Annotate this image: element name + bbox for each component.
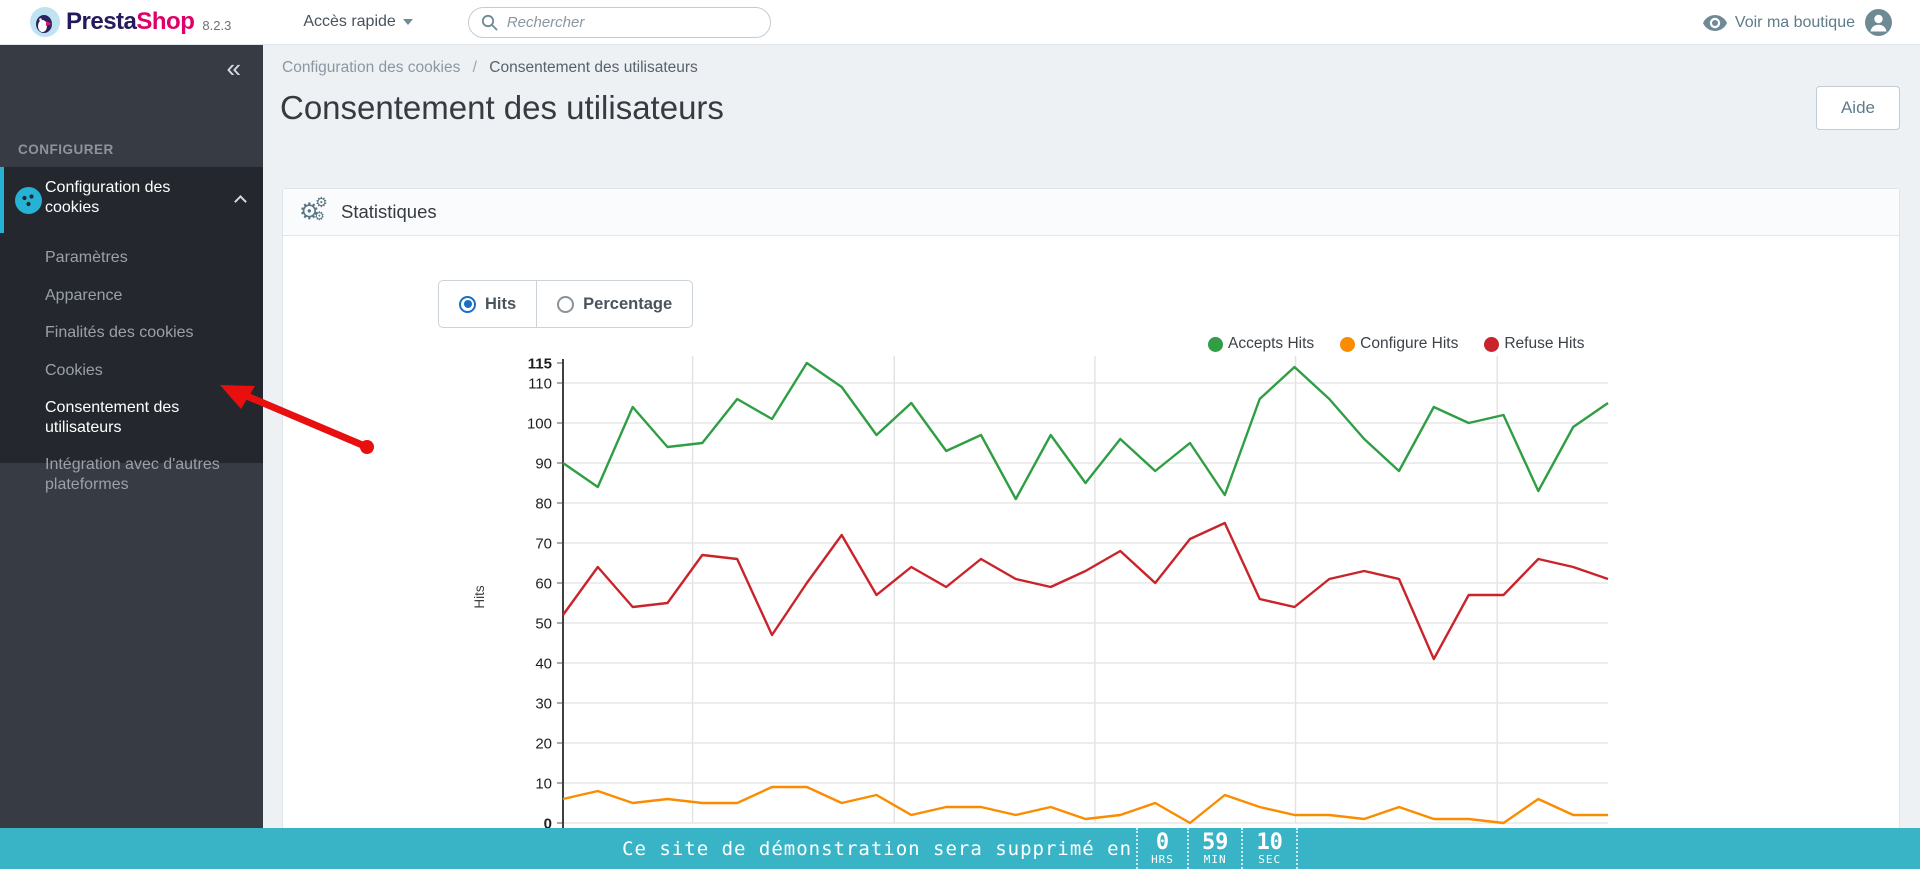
sidebar-item-finalites-des-cookies[interactable]: Finalités des cookies	[45, 324, 194, 342]
main-content: Configuration des cookies / Consentement…	[263, 45, 1920, 869]
svg-text:50: 50	[535, 616, 552, 633]
sidebar-menu-configuration-cookies: Configuration des cookies Paramètres App…	[0, 167, 263, 493]
radio-selected-icon	[459, 295, 476, 313]
sidebar-item-parametres[interactable]: Paramètres	[45, 249, 128, 266]
svg-text:80: 80	[535, 496, 552, 513]
legend-label: Refuse Hits	[1504, 335, 1585, 352]
sidebar-item-configuration-des-cookies[interactable]: Configuration des cookies	[0, 167, 263, 233]
sidebar: « CONFIGURER Configuration des cookies P…	[0, 45, 263, 869]
svg-text:Hits: Hits	[472, 585, 487, 608]
sidebar-item-label: Configuration des cookies	[45, 179, 171, 216]
legend-dot-icon	[1484, 336, 1500, 352]
legend-dot-icon	[1340, 336, 1356, 352]
countdown-hours-value: 0	[1155, 830, 1170, 855]
sidebar-item-apparence[interactable]: Apparence	[45, 286, 123, 304]
view-shop-label: Voir ma boutique	[1734, 13, 1855, 31]
breadcrumb-parent[interactable]: Configuration des cookies	[282, 59, 461, 76]
svg-text:60: 60	[535, 576, 552, 593]
svg-text:110: 110	[528, 376, 552, 393]
metric-toggle-group: Hits Percentage	[438, 280, 694, 328]
legend-item[interactable]: Refuse Hits	[1484, 335, 1584, 353]
eye-icon	[1702, 14, 1727, 31]
brand-text: PrestaShop	[66, 8, 195, 35]
svg-text:90: 90	[535, 456, 552, 473]
panel-title: Statistiques	[341, 201, 437, 222]
radio-hits[interactable]: Hits	[439, 281, 536, 327]
countdown-seconds-value: 10	[1256, 830, 1283, 855]
search-bar[interactable]	[467, 6, 771, 38]
svg-text:40: 40	[535, 656, 552, 673]
legend-label: Accepts Hits	[1228, 335, 1315, 352]
countdown-minutes-unit: MIN	[1203, 853, 1227, 866]
breadcrumb-separator: /	[472, 59, 477, 76]
legend-item[interactable]: Accepts Hits	[1208, 335, 1314, 353]
svg-text:70: 70	[535, 536, 552, 553]
banner-message: Ce site de démonstration sera supprimé e…	[622, 837, 1133, 860]
prestashop-logo[interactable]: PrestaShop 8.2.3	[30, 7, 231, 37]
radio-hits-label: Hits	[485, 294, 517, 313]
topbar: PrestaShop 8.2.3 Accès rapide Voir ma bo…	[0, 0, 1920, 45]
sidebar-item-consentement-des-utilisateurs[interactable]: Consentement des utilisateurs	[45, 399, 180, 436]
sidebar-item-integration-avec-dautres-plateformes[interactable]: Intégration avec d'autres plateformes	[45, 456, 220, 493]
view-shop-link[interactable]: Voir ma boutique	[1702, 13, 1855, 32]
breadcrumb: Configuration des cookies / Consentement…	[282, 59, 698, 77]
svg-text:20: 20	[535, 736, 552, 753]
countdown-minutes-value: 59	[1201, 830, 1229, 855]
countdown-hours: 0 HRS	[1136, 828, 1187, 869]
demo-countdown-banner: Ce site de démonstration sera supprimé e…	[0, 828, 1920, 869]
legend-item[interactable]: Configure Hits	[1340, 335, 1458, 353]
page-title: Consentement des utilisateurs	[280, 89, 724, 126]
svg-text:100: 100	[527, 416, 552, 433]
radio-unselected-icon	[557, 295, 575, 313]
prestashop-logo-icon	[30, 7, 60, 37]
svg-text:10: 10	[535, 776, 552, 793]
search-icon	[481, 14, 498, 30]
legend-dot-icon	[1208, 336, 1223, 352]
chevron-up-icon	[234, 195, 247, 208]
help-button[interactable]: Aide	[1815, 86, 1900, 130]
user-avatar-icon[interactable]	[1865, 9, 1892, 36]
svg-text:30: 30	[535, 696, 552, 713]
hits-line-chart: 115 110 100 90 80 70 60 50 40 30 20 10 0 Hits	[470, 352, 1630, 869]
svg-text:0: 0	[544, 816, 552, 833]
countdown-seconds-unit: SEC	[1258, 853, 1282, 866]
cookie-icon	[15, 187, 42, 214]
sidebar-item-cookies[interactable]: Cookies	[45, 361, 103, 379]
sidebar-collapse-button[interactable]: «	[226, 53, 241, 83]
radio-percentage[interactable]: Percentage	[536, 281, 692, 327]
legend-label: Configure Hits	[1360, 335, 1459, 352]
search-input[interactable]	[506, 13, 737, 31]
chevron-down-icon	[402, 19, 413, 25]
active-indicator-bar	[0, 167, 4, 233]
version-label: 8.2.3	[202, 17, 232, 33]
sidebar-section-label: CONFIGURER	[18, 142, 114, 157]
quick-access-label: Accès rapide	[303, 13, 396, 30]
statistics-panel-header: ⚙ ⚙ ⚙ Statistiques	[283, 189, 1899, 236]
statistics-panel: ⚙ ⚙ ⚙ Statistiques Hits Percentage Accepts…	[282, 188, 1900, 869]
countdown-timer: 0 HRS 59 MIN 10 SEC	[1136, 828, 1298, 869]
breadcrumb-current: Consentement des utilisateurs	[489, 59, 698, 76]
quick-access-dropdown[interactable]: Accès rapide	[303, 13, 413, 31]
sidebar-submenu: Paramètres Apparence Finalités des cooki…	[0, 233, 263, 503]
countdown-hours-unit: HRS	[1151, 853, 1174, 866]
gears-icon: ⚙ ⚙ ⚙	[299, 194, 328, 224]
radio-percentage-label: Percentage	[583, 294, 673, 313]
countdown-seconds: 10 SEC	[1241, 828, 1298, 869]
countdown-minutes: 59 MIN	[1186, 828, 1242, 869]
chart-legend: Accepts Hits Configure Hits Refuse Hits	[1208, 335, 1584, 353]
svg-text:115: 115	[528, 356, 552, 373]
